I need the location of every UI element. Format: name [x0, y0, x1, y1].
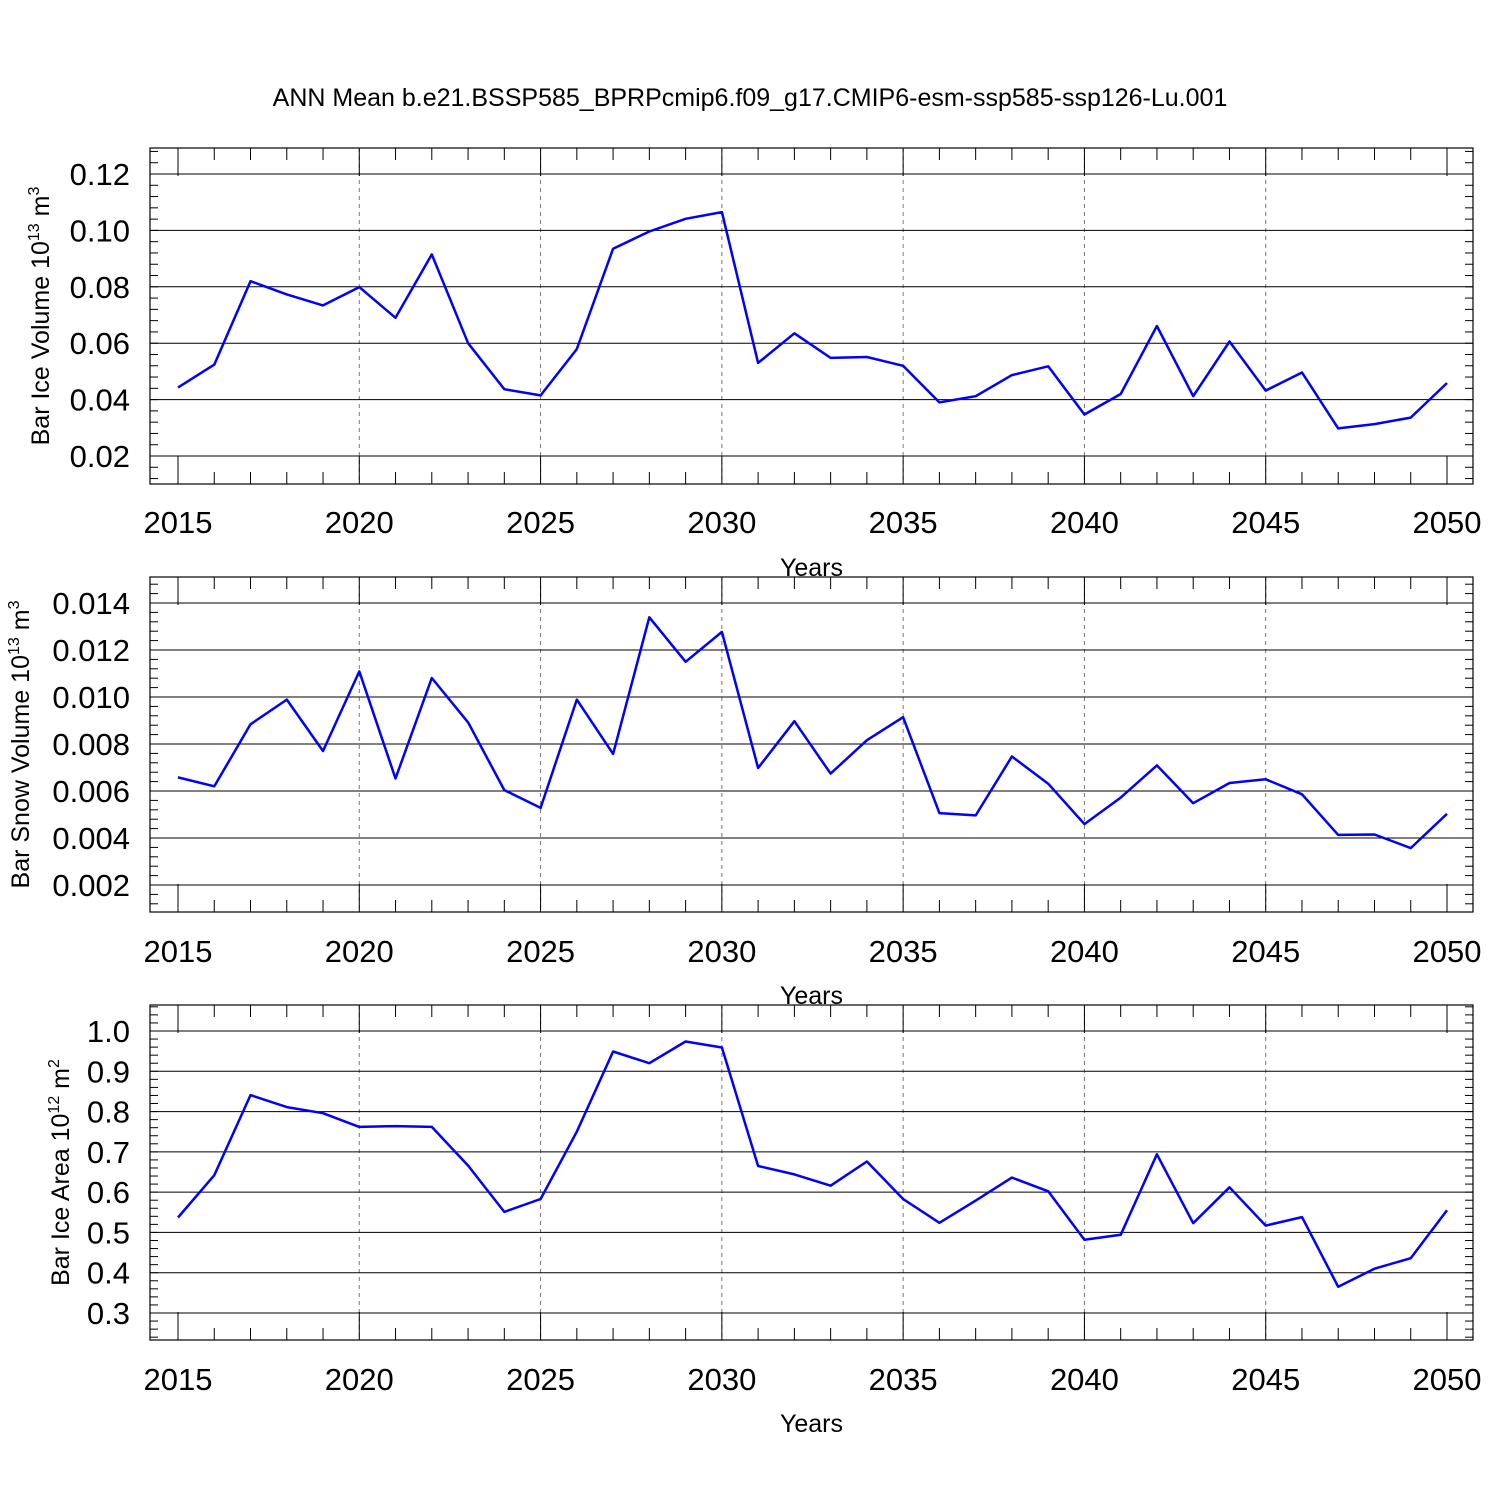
x-tick-label: 2015 — [144, 1362, 213, 1397]
y-tick-label: 0.014 — [52, 586, 130, 621]
x-tick-label: 2045 — [1231, 934, 1300, 969]
plot-frame — [149, 147, 1474, 485]
y-tick-label: 0.7 — [87, 1135, 130, 1170]
y-tick-label: 0.004 — [52, 821, 130, 856]
y-tick-label: 0.6 — [87, 1175, 130, 1210]
y-tick-label: 0.04 — [70, 383, 130, 418]
x-tick-label: 2030 — [687, 934, 756, 969]
x-tick-label: 2015 — [144, 505, 213, 540]
series-line — [177, 1040, 1448, 1289]
y-tick-label: 0.010 — [52, 680, 130, 715]
x-tick-label: 2025 — [506, 1362, 575, 1397]
chart-title: ANN Mean b.e21.BSSP585_BPRPcmip6.f09_g17… — [272, 84, 1228, 112]
y-tick-label: 1.0 — [87, 1014, 130, 1049]
x-tick-label: 2020 — [325, 1362, 394, 1397]
panel-2: 0.002 0.004 0.006 0.008 0.010 0.012 0.014 2015 2… — [6, 576, 1482, 1010]
x-tick-label: 2040 — [1050, 1362, 1119, 1397]
y-tick-label: 0.08 — [70, 270, 130, 305]
x-tick-label: 2020 — [325, 934, 394, 969]
y-tick-label: 0.12 — [70, 157, 130, 192]
series-line — [177, 616, 1448, 850]
y-tick-label: 0.10 — [70, 213, 130, 248]
x-tick-label: 2025 — [506, 505, 575, 540]
x-tick-label: 2045 — [1231, 1362, 1300, 1397]
x-tick-label: 2020 — [325, 505, 394, 540]
panel-1: 0.02 0.04 0.06 0.08 0.10 0.12 2015 2020 2025 2030… — [26, 147, 1482, 582]
y-tick-label: 0.8 — [87, 1095, 130, 1130]
x-axis-label: Years — [780, 982, 843, 1010]
y-tick-label: 0.4 — [87, 1256, 130, 1291]
y-tick-label: 0.5 — [87, 1215, 130, 1250]
x-tick-label: 2040 — [1050, 934, 1119, 969]
x-tick-label: 2050 — [1413, 934, 1482, 969]
x-axis-label: Years — [780, 1410, 843, 1438]
x-tick-label: 2040 — [1050, 505, 1119, 540]
y-tick-label: 0.06 — [70, 326, 130, 361]
x-tick-label: 2015 — [144, 934, 213, 969]
y-tick-label: 0.002 — [52, 868, 130, 903]
y-tick-label: 0.012 — [52, 633, 130, 668]
y-tick-label: 0.9 — [87, 1054, 130, 1089]
plot-frame — [149, 1004, 1474, 1341]
y-axis-label: Bar Ice Area 1012 m2 — [46, 1059, 75, 1286]
x-tick-label: 2030 — [687, 1362, 756, 1397]
x-tick-label: 2030 — [687, 505, 756, 540]
series-line — [177, 210, 1448, 430]
y-tick-label: 0.008 — [52, 727, 130, 762]
y-tick-label: 0.3 — [87, 1296, 130, 1331]
x-tick-label: 2035 — [869, 1362, 938, 1397]
panel-3: 0.3 0.4 0.5 0.6 0.7 0.8 0.9 1.0 2015 2020 2025 2030… — [46, 1004, 1482, 1438]
x-tick-label: 2035 — [869, 934, 938, 969]
y-tick-label: 0.02 — [70, 439, 130, 474]
x-tick-label: 2025 — [506, 934, 575, 969]
y-axis-label: Bar Ice Volume 1013 m3 — [26, 187, 55, 446]
x-tick-label: 2045 — [1231, 505, 1300, 540]
x-tick-label: 2050 — [1413, 1362, 1482, 1397]
x-tick-label: 2035 — [869, 505, 938, 540]
x-axis-label: Years — [780, 554, 843, 582]
y-axis-label: Bar Snow Volume 1013 m3 — [6, 600, 35, 888]
y-tick-label: 0.006 — [52, 774, 130, 809]
x-tick-label: 2050 — [1413, 505, 1482, 540]
